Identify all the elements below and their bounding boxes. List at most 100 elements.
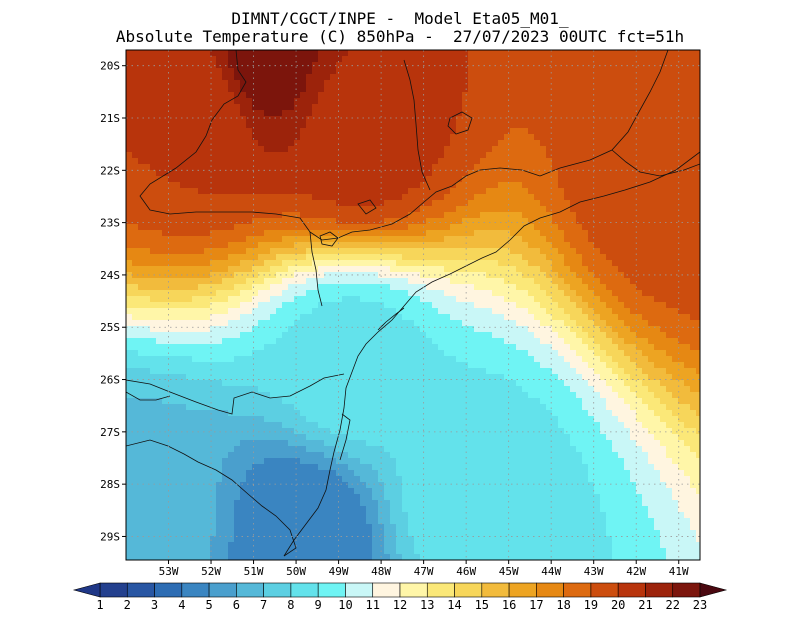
field-cell xyxy=(174,326,181,333)
field-cell xyxy=(612,170,619,177)
field-cell xyxy=(630,116,637,123)
field-cell xyxy=(540,182,547,189)
field-cell xyxy=(360,338,367,345)
field-cell xyxy=(468,176,475,183)
field-cell xyxy=(486,350,493,357)
field-cell xyxy=(648,320,655,327)
field-cell xyxy=(168,68,175,75)
field-cell xyxy=(630,332,637,339)
field-cell xyxy=(654,320,661,327)
field-cell xyxy=(510,266,517,273)
field-cell xyxy=(420,260,427,267)
field-cell xyxy=(696,104,700,111)
field-cell xyxy=(594,284,601,291)
field-cell xyxy=(600,278,607,285)
field-cell xyxy=(516,206,523,213)
field-cell xyxy=(240,302,247,309)
field-cell xyxy=(318,164,325,171)
field-cell xyxy=(630,260,637,267)
field-cell xyxy=(666,194,673,201)
field-cell xyxy=(486,320,493,327)
field-cell xyxy=(498,284,505,291)
field-cell xyxy=(282,158,289,165)
field-cell xyxy=(216,170,223,177)
field-cell xyxy=(528,224,535,231)
field-cell xyxy=(378,194,385,201)
field-cell xyxy=(222,170,229,177)
field-cell xyxy=(234,206,241,213)
field-cell xyxy=(402,110,409,117)
field-cell xyxy=(222,134,229,141)
field-cell xyxy=(396,266,403,273)
field-cell xyxy=(318,254,325,261)
field-cell xyxy=(342,188,349,195)
field-cell xyxy=(576,356,583,363)
field-cell xyxy=(426,254,433,261)
field-cell xyxy=(204,224,211,231)
field-cell xyxy=(696,128,700,135)
field-cell xyxy=(696,116,700,123)
field-cell xyxy=(180,158,187,165)
field-cell xyxy=(420,110,427,117)
field-cell xyxy=(300,182,307,189)
field-cell xyxy=(264,92,271,99)
field-cell xyxy=(258,284,265,291)
field-cell xyxy=(450,176,457,183)
field-cell xyxy=(144,206,151,213)
field-cell xyxy=(444,158,451,165)
field-cell xyxy=(132,350,139,357)
field-cell xyxy=(390,182,397,189)
field-cell xyxy=(300,290,307,297)
field-cell xyxy=(522,350,529,357)
field-cell xyxy=(366,128,373,135)
field-cell xyxy=(306,302,313,309)
field-cell xyxy=(582,140,589,147)
field-cell xyxy=(474,242,481,249)
field-cell xyxy=(594,248,601,255)
field-cell xyxy=(624,302,631,309)
field-cell xyxy=(534,272,541,279)
field-cell xyxy=(576,236,583,243)
field-cell xyxy=(384,236,391,243)
field-cell xyxy=(306,158,313,165)
field-cell xyxy=(588,164,595,171)
field-cell xyxy=(516,236,523,243)
field-cell xyxy=(288,242,295,249)
field-cell xyxy=(576,140,583,147)
field-cell xyxy=(240,284,247,291)
field-cell xyxy=(504,206,511,213)
field-cell xyxy=(378,308,385,315)
field-cell xyxy=(336,356,343,363)
field-cell xyxy=(588,332,595,339)
field-cell xyxy=(282,98,289,105)
field-cell xyxy=(150,284,157,291)
field-cell xyxy=(174,62,181,69)
field-cell xyxy=(462,302,469,309)
field-cell xyxy=(450,230,457,237)
field-cell xyxy=(594,302,601,309)
field-cell xyxy=(576,68,583,75)
field-cell xyxy=(288,170,295,177)
field-cell xyxy=(516,128,523,135)
field-cell xyxy=(462,182,469,189)
field-cell xyxy=(258,248,265,255)
field-cell xyxy=(174,98,181,105)
field-cell xyxy=(156,116,163,123)
field-cell xyxy=(252,254,259,261)
field-cell xyxy=(396,242,403,249)
field-cell xyxy=(588,134,595,141)
field-cell xyxy=(414,290,421,297)
field-cell xyxy=(246,74,253,81)
field-cell xyxy=(498,134,505,141)
field-cell xyxy=(564,242,571,249)
field-cell xyxy=(234,236,241,243)
field-cell xyxy=(180,80,187,87)
field-cell xyxy=(630,62,637,69)
field-cell xyxy=(156,278,163,285)
field-cell xyxy=(426,164,433,171)
field-cell xyxy=(228,290,235,297)
field-cell xyxy=(168,134,175,141)
field-cell xyxy=(288,266,295,273)
field-cell xyxy=(414,50,421,57)
field-cell xyxy=(666,326,673,333)
